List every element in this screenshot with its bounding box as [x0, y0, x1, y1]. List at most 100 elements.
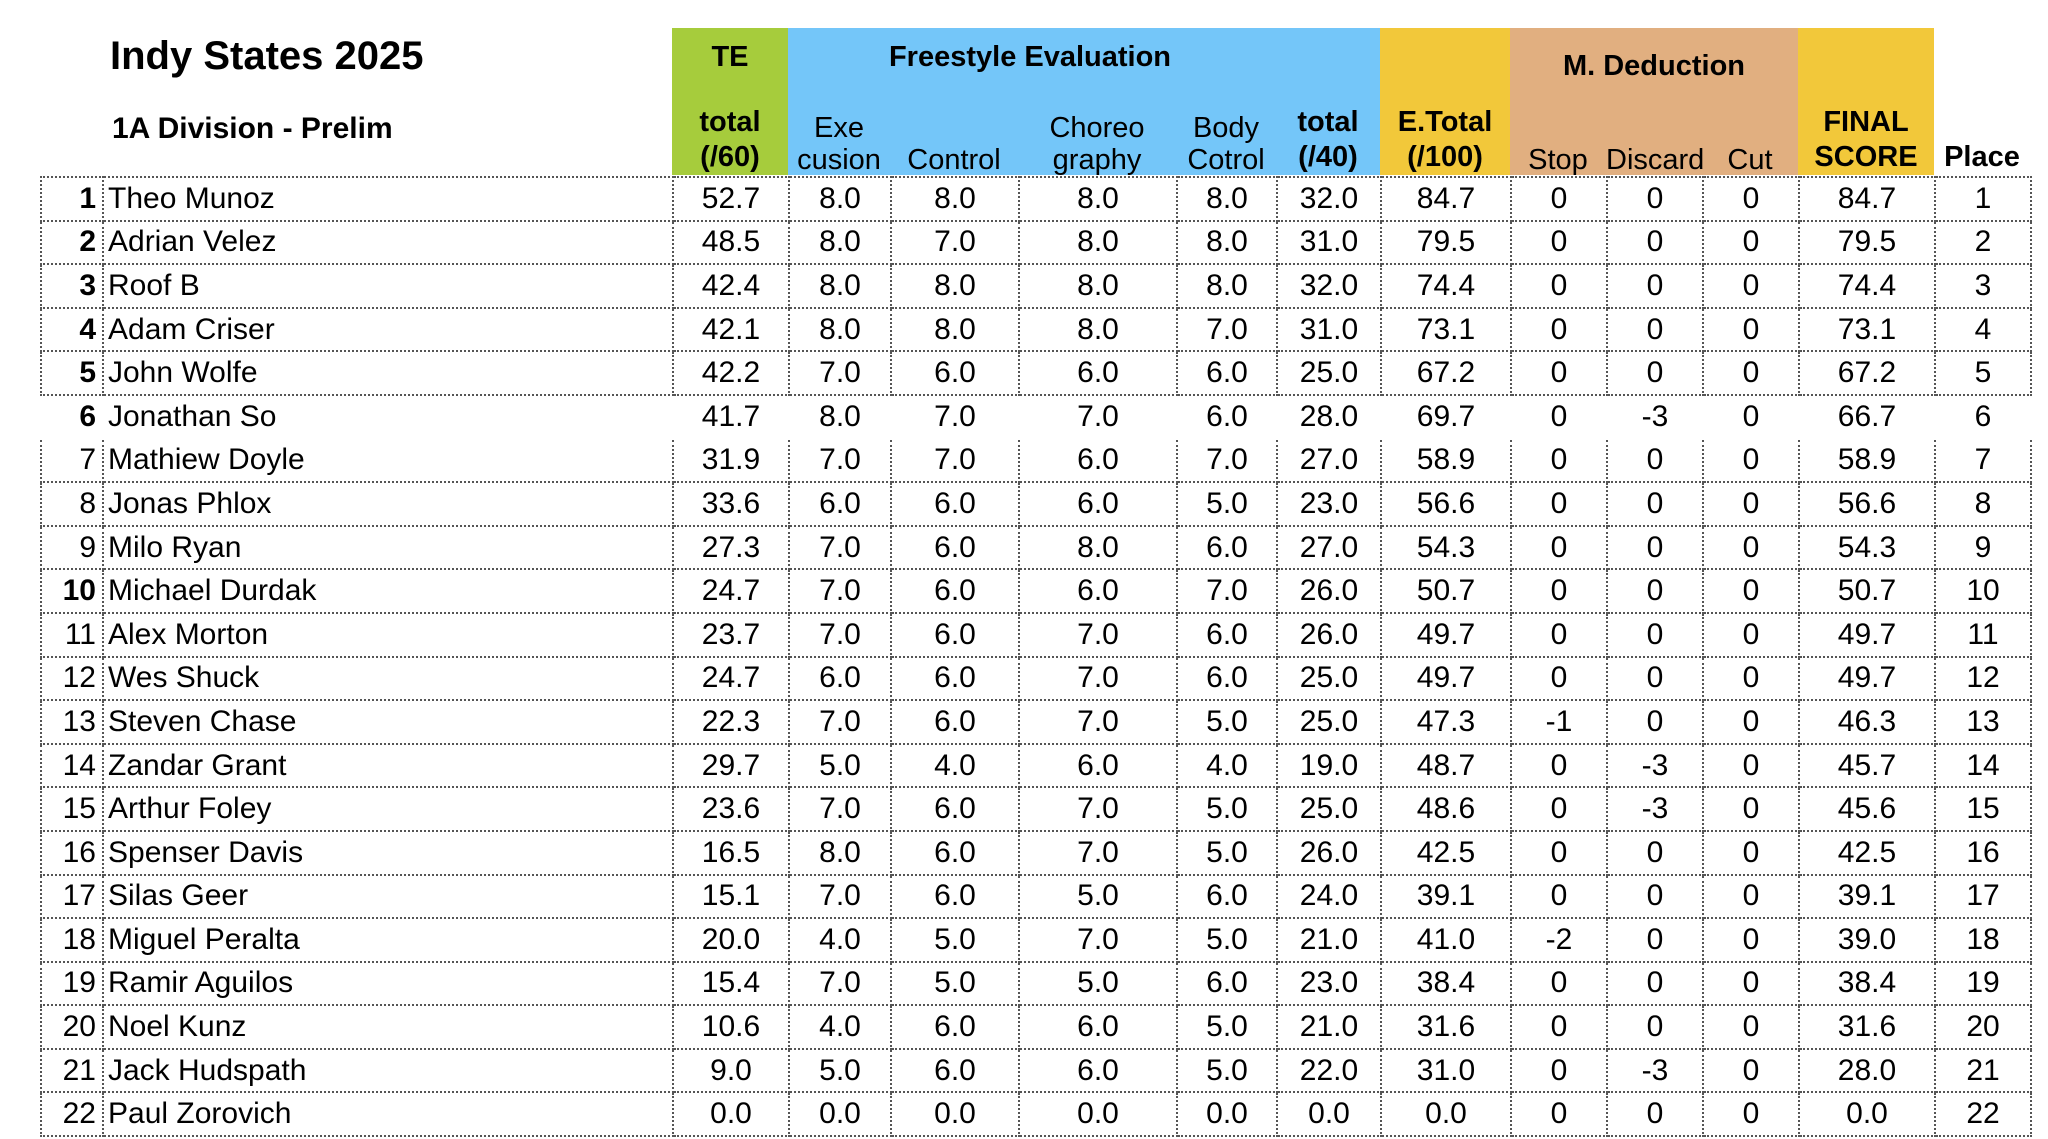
e-total-cell: 69.7 [1380, 393, 1512, 440]
competitor-name-cell: Paul Zorovich [102, 1091, 674, 1138]
rank-cell: 3 [40, 263, 104, 309]
control-cell: 6.0 [890, 655, 1020, 702]
discard-deduction-cell: 0 [1606, 1091, 1704, 1138]
stop-deduction-cell: 0 [1510, 1091, 1608, 1138]
place-cell: 15 [1934, 786, 2032, 832]
final-score-cell: 66.7 [1798, 393, 1936, 440]
discard-deduction-cell: 0 [1606, 568, 1704, 614]
e-total-cell: 41.0 [1380, 917, 1512, 963]
e-total-cell: 84.7 [1380, 176, 1512, 222]
e-total-cell: 79.5 [1380, 219, 1512, 266]
execution-cell: 6.0 [788, 655, 892, 702]
e-total-cell: 0.0 [1380, 1091, 1512, 1138]
cut-deduction-cell: 0 [1702, 829, 1800, 876]
e-total-cell: 67.2 [1380, 350, 1512, 396]
freestyle-total-cell: 31.0 [1276, 219, 1382, 266]
sheet-subtitle: 1A Division - Prelim [112, 112, 393, 145]
e-total-cell: 48.7 [1380, 742, 1512, 789]
discard-deduction-cell: -3 [1606, 786, 1704, 832]
cut-deduction-cell: 0 [1702, 655, 1800, 702]
rank-cell: 19 [40, 960, 104, 1007]
cut-deduction-cell: 0 [1702, 699, 1800, 745]
choreography-cell: 8.0 [1018, 219, 1178, 266]
choreography-cell: 5.0 [1018, 873, 1178, 920]
rank-cell: 16 [40, 829, 104, 876]
final-score-cell: 39.0 [1798, 917, 1936, 963]
place-cell: 2 [1934, 219, 2032, 266]
table-row: 20 Noel Kunz 10.6 4.0 6.0 6.0 5.0 21.0 31.6 0 0 0 31… [40, 1004, 2032, 1050]
discard-deduction-cell: 0 [1606, 176, 1704, 222]
rank-cell: 13 [40, 699, 104, 745]
control-cell: 6.0 [890, 1047, 1020, 1094]
table-row: 7 Mathiew Doyle 31.9 7.0 7.0 6.0 7.0 27.0 58.9 0 0… [40, 437, 2032, 484]
discard-deduction-cell: -3 [1606, 1047, 1704, 1094]
control-header: Control [907, 144, 1001, 176]
execution-cell: 8.0 [788, 176, 892, 222]
choreography-cell: 5.0 [1018, 960, 1178, 1007]
place-cell: 19 [1934, 960, 2032, 1007]
body-control-cell: 8.0 [1176, 176, 1278, 222]
table-row: 17 Silas Geer 15.1 7.0 6.0 5.0 6.0 24.0 39.1 0 0 0 3… [40, 873, 2032, 920]
execution-cell: 8.0 [788, 829, 892, 876]
cut-deduction-cell: 0 [1702, 960, 1800, 1007]
cut-deduction-cell: 0 [1702, 350, 1800, 396]
execution-cell: 7.0 [788, 786, 892, 832]
cut-deduction-cell: 0 [1702, 873, 1800, 920]
cut-deduction-cell: 0 [1702, 742, 1800, 789]
final-score-cell: 84.7 [1798, 176, 1936, 222]
freestyle-group-header: Freestyle Evaluation [888, 41, 1172, 73]
choreography-cell: 8.0 [1018, 263, 1178, 309]
place-cell: 8 [1934, 481, 2032, 527]
execution-cell: 7.0 [788, 568, 892, 614]
competitor-name-cell: Roof B [102, 263, 674, 309]
table-row: 2 Adrian Velez 48.5 8.0 7.0 8.0 8.0 31.0 79.5 0 0 0… [40, 219, 2032, 266]
control-cell: 6.0 [890, 699, 1020, 745]
discard-deduction-cell: -3 [1606, 393, 1704, 440]
choreography-cell: 7.0 [1018, 393, 1178, 440]
discard-deduction-cell: 0 [1606, 829, 1704, 876]
choreography-cell: 6.0 [1018, 568, 1178, 614]
rank-cell: 11 [40, 611, 104, 658]
freestyle-total-cell: 0.0 [1276, 1091, 1382, 1138]
body-control-cell: 5.0 [1176, 481, 1278, 527]
execution-cell: 7.0 [788, 960, 892, 1007]
body-control-cell: 7.0 [1176, 306, 1278, 353]
final-score-cell: 67.2 [1798, 350, 1936, 396]
competitor-name-cell: John Wolfe [102, 350, 674, 396]
e-total-cell: 49.7 [1380, 611, 1512, 658]
execution-cell: 8.0 [788, 219, 892, 266]
control-cell: 4.0 [890, 742, 1020, 789]
cut-deduction-cell: 0 [1702, 568, 1800, 614]
table-row: 15 Arthur Foley 23.6 7.0 6.0 7.0 5.0 25.0 48.6 0-… [40, 786, 2032, 832]
e-total-cell: 31.0 [1380, 1047, 1512, 1094]
body-control-cell: 0.0 [1176, 1091, 1278, 1138]
body-control-cell: 6.0 [1176, 960, 1278, 1007]
stop-deduction-cell: 0 [1510, 219, 1608, 266]
cut-deduction-cell: 0 [1702, 393, 1800, 440]
freestyle-total-cell: 24.0 [1276, 873, 1382, 920]
freestyle-total-cell: 25.0 [1276, 350, 1382, 396]
place-cell: 11 [1934, 611, 2032, 658]
control-cell: 6.0 [890, 786, 1020, 832]
final-score-header-line2: SCORE [1814, 141, 1918, 173]
stop-deduction-cell: 0 [1510, 524, 1608, 571]
body-control-cell: 5.0 [1176, 829, 1278, 876]
rank-cell: 17 [40, 873, 104, 920]
stop-deduction-cell: 0 [1510, 306, 1608, 353]
table-row: 16 Spenser Davis 16.5 8.0 6.0 7.0 5.0 26.0 42.5 0… [40, 829, 2032, 876]
te-total-cell: 24.7 [672, 655, 790, 702]
competitor-name-cell: Silas Geer [102, 873, 674, 920]
table-row: 22 Paul Zorovich 0.0 0.0 0.0 0.0 0.0 0.0 0.0 0 0 0 0… [40, 1091, 2032, 1138]
te-total-cell: 15.1 [672, 873, 790, 920]
stop-deduction-cell: 0 [1510, 481, 1608, 527]
exe-header-line1: Exe [814, 112, 864, 144]
place-cell: 10 [1934, 568, 2032, 614]
choreography-cell: 6.0 [1018, 481, 1178, 527]
competitor-name-cell: Jonas Phlox [102, 481, 674, 527]
choreo-header-line1: Choreo [1049, 112, 1145, 144]
choreography-cell: 6.0 [1018, 1004, 1178, 1050]
body-control-cell: 8.0 [1176, 219, 1278, 266]
choreography-cell: 6.0 [1018, 1047, 1178, 1094]
stop-deduction-cell: 0 [1510, 350, 1608, 396]
te-total-cell: 48.5 [672, 219, 790, 266]
